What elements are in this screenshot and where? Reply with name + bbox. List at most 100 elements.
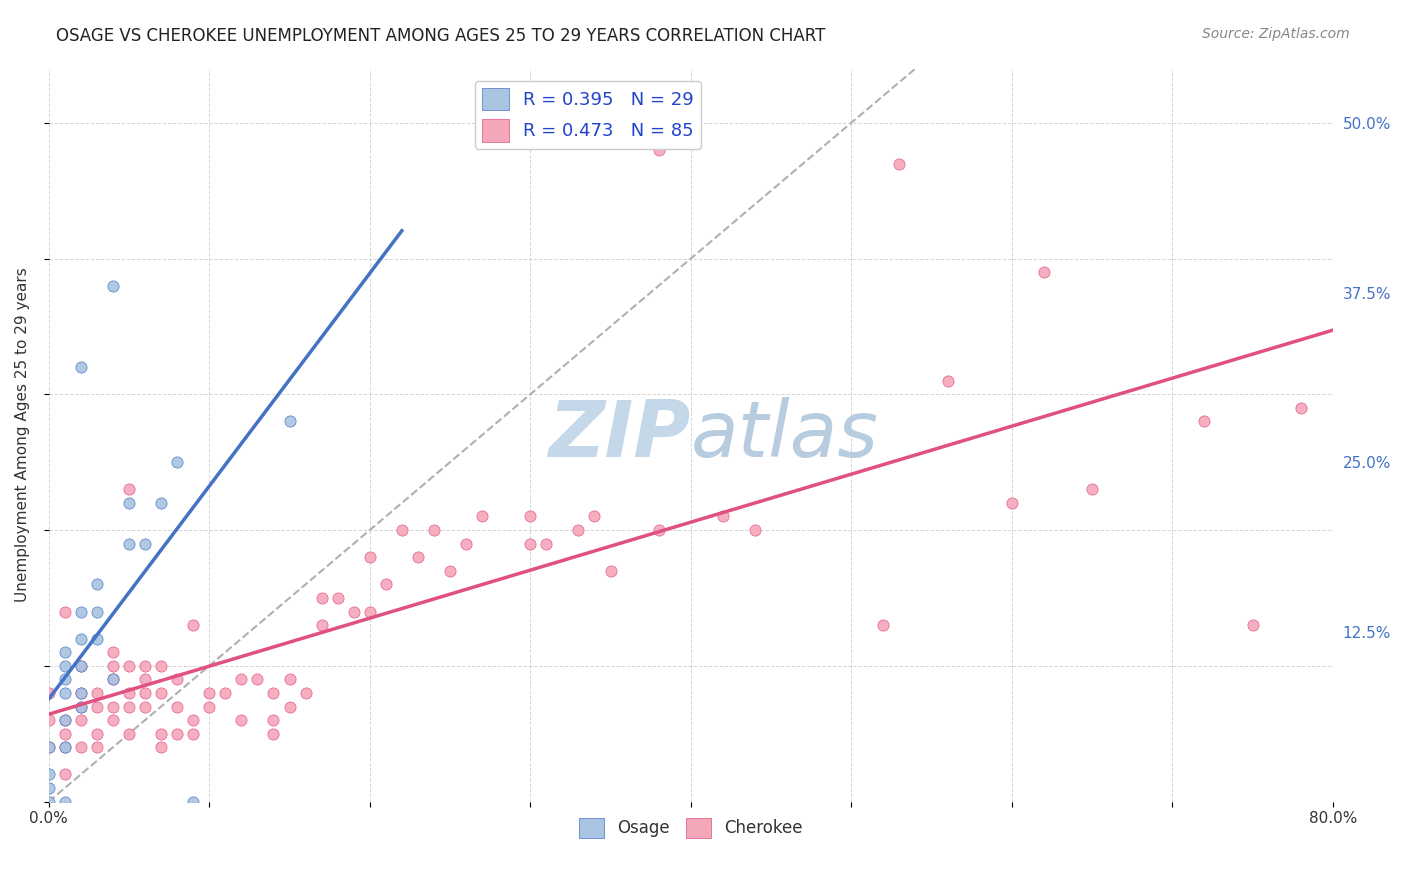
Point <box>38 767 60 781</box>
Point <box>1001 496 1024 510</box>
Point <box>231 673 253 687</box>
Point <box>744 523 766 537</box>
Point <box>647 523 669 537</box>
Point <box>198 699 221 714</box>
Point <box>86 740 108 755</box>
Point <box>181 713 204 727</box>
Point <box>647 143 669 157</box>
Point <box>53 767 76 781</box>
Point <box>711 509 734 524</box>
Point <box>311 591 333 605</box>
Point <box>311 618 333 632</box>
Point <box>181 618 204 632</box>
Point <box>134 536 156 550</box>
Point <box>134 699 156 714</box>
Point <box>53 605 76 619</box>
Point <box>118 496 141 510</box>
Point <box>70 740 93 755</box>
Text: Source: ZipAtlas.com: Source: ZipAtlas.com <box>1202 27 1350 41</box>
Point <box>101 658 124 673</box>
Point <box>262 713 284 727</box>
Point <box>118 483 141 497</box>
Point <box>326 591 349 605</box>
Point <box>343 605 366 619</box>
Point <box>150 496 173 510</box>
Point <box>70 699 93 714</box>
Point <box>936 374 959 388</box>
Point <box>166 699 188 714</box>
Point <box>278 673 301 687</box>
Point <box>278 699 301 714</box>
Point <box>391 523 413 537</box>
Text: OSAGE VS CHEROKEE UNEMPLOYMENT AMONG AGES 25 TO 29 YEARS CORRELATION CHART: OSAGE VS CHEROKEE UNEMPLOYMENT AMONG AGE… <box>56 27 825 45</box>
Text: atlas: atlas <box>690 397 879 473</box>
Point <box>262 727 284 741</box>
Point <box>53 713 76 727</box>
Point <box>214 686 236 700</box>
Point <box>70 699 93 714</box>
Point <box>1194 415 1216 429</box>
Point <box>454 536 477 550</box>
Point <box>53 673 76 687</box>
Point <box>134 658 156 673</box>
Point <box>294 686 316 700</box>
Point <box>181 795 204 809</box>
Point <box>150 727 173 741</box>
Point <box>118 699 141 714</box>
Point <box>101 673 124 687</box>
Point <box>53 727 76 741</box>
Point <box>101 699 124 714</box>
Point <box>118 536 141 550</box>
Point <box>53 645 76 659</box>
Point <box>1289 401 1312 415</box>
Point <box>70 658 93 673</box>
Point <box>439 564 461 578</box>
Point <box>134 673 156 687</box>
Point <box>599 564 621 578</box>
Point <box>471 509 494 524</box>
Point <box>86 605 108 619</box>
Point <box>101 278 124 293</box>
Point <box>519 509 541 524</box>
Point <box>231 713 253 727</box>
Point <box>70 605 93 619</box>
Point <box>70 360 93 375</box>
Point <box>583 509 606 524</box>
Point <box>359 550 381 565</box>
Point <box>1081 483 1104 497</box>
Point <box>519 536 541 550</box>
Point <box>38 686 60 700</box>
Point <box>246 673 269 687</box>
Point <box>150 740 173 755</box>
Point <box>134 686 156 700</box>
Point <box>86 686 108 700</box>
Point <box>38 795 60 809</box>
Point <box>53 686 76 700</box>
Y-axis label: Unemployment Among Ages 25 to 29 years: Unemployment Among Ages 25 to 29 years <box>15 268 30 602</box>
Point <box>38 740 60 755</box>
Point <box>101 645 124 659</box>
Point <box>118 658 141 673</box>
Point <box>70 686 93 700</box>
Point <box>38 740 60 755</box>
Point <box>1241 618 1264 632</box>
Point <box>150 686 173 700</box>
Point <box>70 686 93 700</box>
Point <box>86 632 108 646</box>
Point <box>536 536 558 550</box>
Point <box>181 727 204 741</box>
Point <box>406 550 429 565</box>
Point <box>53 713 76 727</box>
Point <box>86 577 108 591</box>
Point <box>53 795 76 809</box>
Point <box>423 523 446 537</box>
Point <box>359 605 381 619</box>
Point <box>889 156 911 170</box>
Point <box>1032 265 1054 279</box>
Point <box>38 713 60 727</box>
Point <box>53 658 76 673</box>
Point <box>166 455 188 469</box>
Point <box>70 658 93 673</box>
Point <box>118 727 141 741</box>
Point <box>198 686 221 700</box>
